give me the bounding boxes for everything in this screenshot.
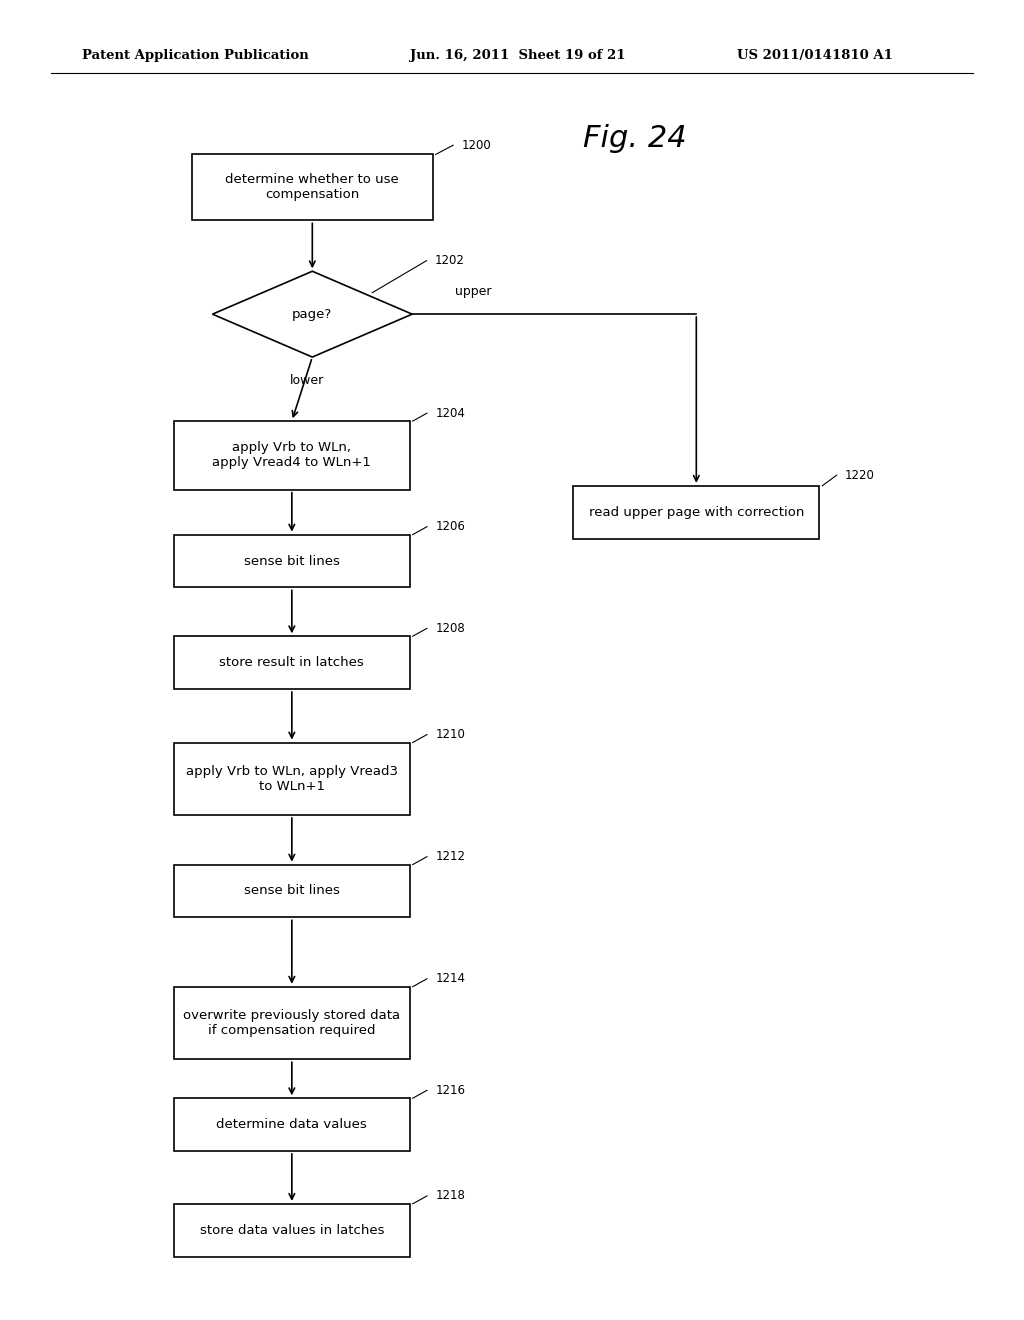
Text: sense bit lines: sense bit lines <box>244 884 340 898</box>
Text: overwrite previously stored data
if compensation required: overwrite previously stored data if comp… <box>183 1008 400 1038</box>
Text: page?: page? <box>292 308 333 321</box>
FancyBboxPatch shape <box>573 486 819 539</box>
Text: 1202: 1202 <box>434 255 465 267</box>
Text: upper: upper <box>456 285 492 298</box>
Text: US 2011/0141810 A1: US 2011/0141810 A1 <box>737 49 893 62</box>
Text: determine whether to use
compensation: determine whether to use compensation <box>225 173 399 202</box>
Text: sense bit lines: sense bit lines <box>244 554 340 568</box>
Text: apply Vrb to WLn, apply Vread3
to WLn+1: apply Vrb to WLn, apply Vread3 to WLn+1 <box>185 764 398 793</box>
Text: Patent Application Publication: Patent Application Publication <box>82 49 308 62</box>
Text: 1206: 1206 <box>435 520 465 533</box>
FancyBboxPatch shape <box>174 1204 410 1257</box>
FancyBboxPatch shape <box>174 636 410 689</box>
Text: store data values in latches: store data values in latches <box>200 1224 384 1237</box>
Text: store result in latches: store result in latches <box>219 656 365 669</box>
FancyBboxPatch shape <box>174 987 410 1059</box>
FancyBboxPatch shape <box>193 154 432 220</box>
Text: 1216: 1216 <box>435 1084 465 1097</box>
Text: read upper page with correction: read upper page with correction <box>589 506 804 519</box>
Text: lower: lower <box>290 375 325 387</box>
FancyBboxPatch shape <box>174 421 410 490</box>
FancyBboxPatch shape <box>174 743 410 816</box>
Text: 1218: 1218 <box>435 1189 465 1203</box>
Text: 1214: 1214 <box>435 973 465 985</box>
Text: Jun. 16, 2011  Sheet 19 of 21: Jun. 16, 2011 Sheet 19 of 21 <box>410 49 625 62</box>
FancyBboxPatch shape <box>174 535 410 587</box>
Text: 1200: 1200 <box>461 139 492 152</box>
Text: 1212: 1212 <box>435 850 465 863</box>
FancyBboxPatch shape <box>174 865 410 917</box>
FancyBboxPatch shape <box>174 1098 410 1151</box>
Text: apply Vrb to WLn,
apply Vread4 to WLn+1: apply Vrb to WLn, apply Vread4 to WLn+1 <box>212 441 372 470</box>
Text: 1204: 1204 <box>435 407 465 420</box>
Polygon shape <box>213 272 412 356</box>
Text: 1208: 1208 <box>435 622 465 635</box>
Text: determine data values: determine data values <box>216 1118 368 1131</box>
Text: 1210: 1210 <box>435 729 465 741</box>
Text: 1220: 1220 <box>845 469 874 482</box>
Text: Fig. 24: Fig. 24 <box>583 124 687 153</box>
